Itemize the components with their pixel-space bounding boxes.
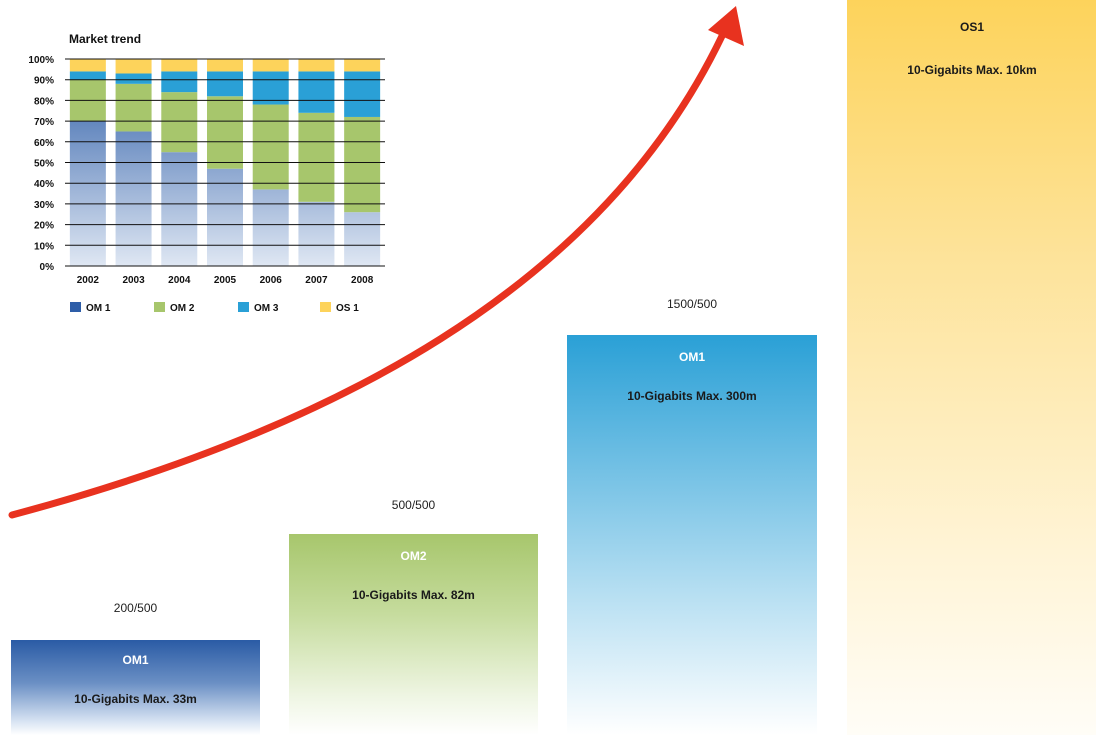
y-tick-label: 20% [34, 221, 54, 232]
om3-column: OM1 10-Gigabits Max. 300m [567, 335, 817, 735]
om1-column-spec: 10-Gigabits Max. 33m [74, 692, 197, 706]
legend-swatch-om2 [154, 302, 165, 312]
om2-column-title: OM2 [400, 549, 427, 563]
bar-2004-om3 [161, 71, 198, 93]
market-trend-chart: Market trend 0% 10% 20% 30% 40% 50% 60% 70% 80% 9… [28, 32, 385, 314]
y-tick-label: 30% [34, 200, 54, 211]
legend-label: OS 1 [336, 303, 359, 314]
om3-column-title: OM1 [678, 350, 705, 364]
bar-2004-om1 [161, 152, 198, 266]
y-tick-label: 40% [34, 179, 54, 190]
chart-title: Market trend [69, 32, 141, 46]
y-tick-label: 90% [34, 76, 54, 87]
x-tick-label: 2004 [168, 275, 191, 286]
om1-column: OM1 10-Gigabits Max. 33m [11, 640, 260, 735]
bar-2002-om3 [69, 71, 106, 80]
bar-2008-om2 [344, 116, 381, 213]
legend-label: OM 2 [170, 303, 195, 314]
om1-column-title: OM1 [122, 653, 149, 667]
om3-column-spec: 10-Gigabits Max. 300m [627, 389, 757, 403]
bar-2006-om3 [252, 71, 289, 105]
os1-column-spec: 10-Gigabits Max. 10km [907, 63, 1037, 77]
om1-bandwidth-label: 200/500 [113, 601, 158, 615]
y-tick-label: 100% [28, 55, 54, 66]
bar-2008-om1 [344, 212, 381, 266]
legend-swatch-om1 [70, 302, 81, 312]
x-tick-label: 2002 [77, 275, 100, 286]
y-tick-label: 80% [34, 96, 54, 107]
os1-column: OS1 10-Gigabits Max. 10km [847, 0, 1096, 735]
legend-label: OM 1 [86, 303, 111, 314]
bar-2004-om2 [161, 92, 198, 153]
bar-2004-os1 [161, 59, 198, 72]
bar-2003-os1 [115, 59, 152, 74]
bar-2003-om3 [115, 73, 152, 84]
y-tick-label: 70% [34, 117, 54, 128]
x-tick-label: 2003 [122, 275, 145, 286]
x-tick-label: 2007 [305, 275, 328, 286]
om3-bandwidth-label: 1500/500 [666, 297, 718, 311]
bar-2003-om1 [115, 131, 152, 266]
bar-2002-os1 [69, 59, 106, 72]
om2-column: OM2 10-Gigabits Max. 82m [289, 534, 538, 735]
bar-2007-os1 [298, 59, 335, 72]
bar-2006-os1 [252, 59, 289, 72]
om2-bandwidth-label: 500/500 [391, 498, 436, 512]
bar-2007-om3 [298, 71, 335, 113]
x-tick-label: 2008 [351, 275, 374, 286]
bar-2005-om3 [207, 71, 243, 97]
bar-2002-om1 [69, 121, 106, 266]
y-tick-label: 10% [34, 241, 54, 252]
bar-2007-om2 [298, 112, 335, 202]
y-tick-label: 0% [40, 262, 55, 273]
os1-column-title: OS1 [959, 20, 984, 34]
bar-2008-om3 [344, 71, 381, 117]
x-tick-label: 2006 [260, 275, 283, 286]
legend-swatch-om3 [238, 302, 249, 312]
bar-2008-os1 [344, 59, 381, 72]
om2-column-spec: 10-Gigabits Max. 82m [352, 588, 475, 602]
y-tick-label: 50% [34, 159, 54, 170]
legend-label: OM 3 [254, 303, 279, 314]
x-tick-label: 2005 [214, 275, 237, 286]
bar-2005-os1 [207, 59, 243, 72]
bar-2006-om1 [252, 189, 289, 266]
bar-2005-om2 [207, 96, 243, 169]
bar-2006-om2 [252, 104, 289, 190]
y-tick-label: 60% [34, 138, 54, 149]
legend-swatch-os1 [320, 302, 331, 312]
bar-2007-om1 [298, 201, 335, 266]
bar-2003-om2 [115, 83, 152, 132]
